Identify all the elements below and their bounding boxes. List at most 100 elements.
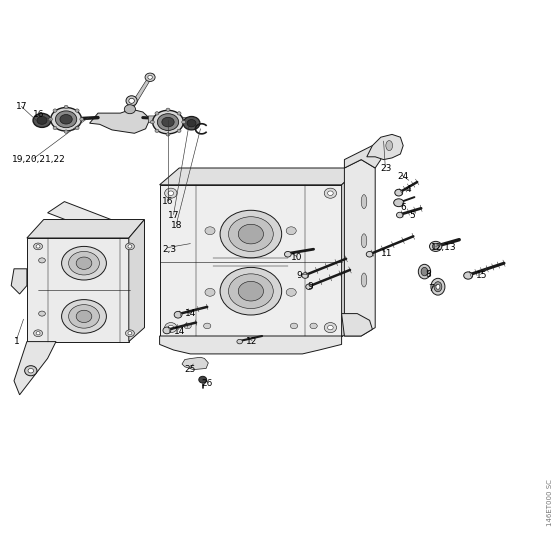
Text: 8: 8 <box>426 270 431 279</box>
Ellipse shape <box>76 310 92 323</box>
Ellipse shape <box>49 118 53 121</box>
Ellipse shape <box>396 212 403 218</box>
Text: 23: 23 <box>381 164 392 172</box>
Ellipse shape <box>184 323 192 329</box>
Ellipse shape <box>36 332 40 335</box>
Text: 25: 25 <box>185 365 196 374</box>
Ellipse shape <box>124 105 136 114</box>
Ellipse shape <box>55 111 77 128</box>
Ellipse shape <box>166 133 170 136</box>
Polygon shape <box>182 357 208 370</box>
Polygon shape <box>90 109 150 133</box>
Ellipse shape <box>205 227 215 235</box>
Text: 15: 15 <box>476 271 488 280</box>
Ellipse shape <box>125 330 134 337</box>
Polygon shape <box>160 185 342 336</box>
Polygon shape <box>160 168 361 185</box>
Ellipse shape <box>165 323 177 333</box>
Ellipse shape <box>182 120 186 124</box>
Polygon shape <box>342 314 372 336</box>
Text: 18: 18 <box>171 221 183 230</box>
Polygon shape <box>14 342 56 395</box>
Ellipse shape <box>34 330 43 337</box>
Ellipse shape <box>37 116 47 124</box>
Ellipse shape <box>163 327 171 334</box>
Text: 146ET000 SC: 146ET000 SC <box>548 479 553 526</box>
Ellipse shape <box>418 264 431 279</box>
Text: 1: 1 <box>14 337 20 346</box>
Ellipse shape <box>128 245 132 248</box>
Text: 10: 10 <box>291 253 303 262</box>
Ellipse shape <box>34 243 43 250</box>
Ellipse shape <box>361 273 367 287</box>
Polygon shape <box>48 202 137 241</box>
Ellipse shape <box>239 282 264 301</box>
Polygon shape <box>344 146 381 168</box>
Ellipse shape <box>76 257 92 269</box>
Ellipse shape <box>432 244 439 249</box>
Text: 17: 17 <box>16 102 27 111</box>
Ellipse shape <box>162 118 174 127</box>
Ellipse shape <box>28 368 34 373</box>
Ellipse shape <box>220 211 282 258</box>
Ellipse shape <box>64 130 68 133</box>
Polygon shape <box>27 238 129 342</box>
Ellipse shape <box>237 339 242 344</box>
Ellipse shape <box>152 110 184 134</box>
Ellipse shape <box>166 108 170 111</box>
Polygon shape <box>27 220 144 238</box>
Ellipse shape <box>75 109 79 112</box>
Ellipse shape <box>395 189 403 196</box>
Ellipse shape <box>39 311 45 316</box>
Ellipse shape <box>228 274 273 309</box>
Ellipse shape <box>302 273 309 278</box>
Ellipse shape <box>69 251 100 275</box>
Ellipse shape <box>53 109 57 112</box>
Ellipse shape <box>125 243 134 250</box>
Ellipse shape <box>128 332 132 335</box>
Ellipse shape <box>394 199 404 207</box>
Ellipse shape <box>187 120 196 127</box>
Ellipse shape <box>174 311 182 318</box>
Ellipse shape <box>51 108 82 131</box>
Text: 12: 12 <box>246 337 258 346</box>
Ellipse shape <box>25 366 37 376</box>
Text: 9: 9 <box>297 271 302 280</box>
Ellipse shape <box>284 251 291 257</box>
Ellipse shape <box>239 225 264 244</box>
Ellipse shape <box>361 234 367 248</box>
Polygon shape <box>148 116 193 125</box>
Ellipse shape <box>431 278 445 295</box>
Text: 19,20,21,22: 19,20,21,22 <box>12 155 66 164</box>
Ellipse shape <box>220 268 282 315</box>
Ellipse shape <box>386 141 393 151</box>
Ellipse shape <box>366 251 373 257</box>
Ellipse shape <box>75 127 79 130</box>
Text: 5: 5 <box>409 211 414 220</box>
Ellipse shape <box>62 246 106 280</box>
Ellipse shape <box>228 217 273 251</box>
Ellipse shape <box>155 111 159 115</box>
Ellipse shape <box>291 323 298 329</box>
Ellipse shape <box>324 323 337 333</box>
Ellipse shape <box>60 115 72 124</box>
Ellipse shape <box>204 323 211 329</box>
Ellipse shape <box>150 120 155 124</box>
Polygon shape <box>129 220 144 342</box>
Polygon shape <box>126 74 154 112</box>
Ellipse shape <box>286 288 296 296</box>
Ellipse shape <box>430 241 442 251</box>
Ellipse shape <box>36 245 40 248</box>
Ellipse shape <box>80 118 84 121</box>
Ellipse shape <box>53 127 57 130</box>
Ellipse shape <box>205 288 215 296</box>
Ellipse shape <box>148 76 152 80</box>
Polygon shape <box>11 269 27 294</box>
Ellipse shape <box>306 284 312 290</box>
Ellipse shape <box>64 105 68 109</box>
Ellipse shape <box>328 191 333 195</box>
Text: 16: 16 <box>162 197 174 206</box>
Ellipse shape <box>69 305 100 328</box>
Ellipse shape <box>310 323 318 329</box>
Ellipse shape <box>168 191 174 195</box>
